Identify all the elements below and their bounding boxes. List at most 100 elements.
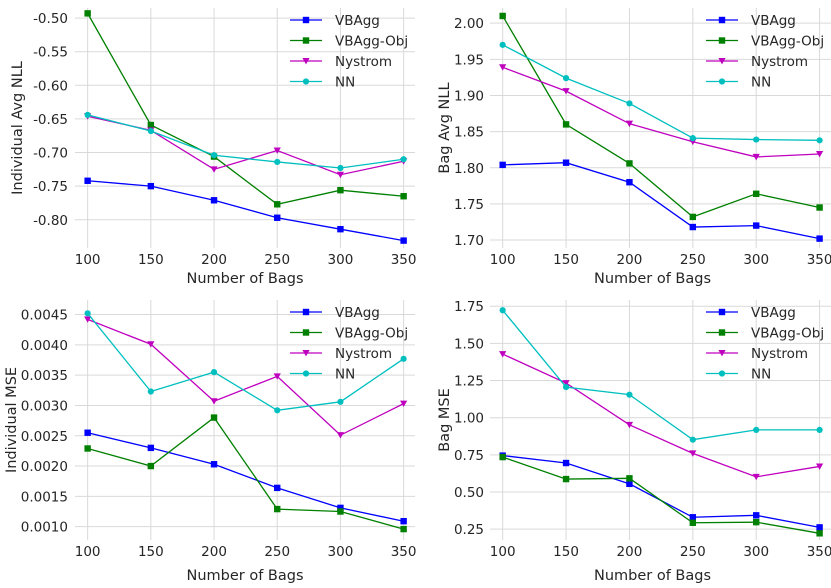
data-point [562,459,570,467]
legend: VBAgg VBAgg-Obj Nystrom NN [706,305,824,383]
data-point [147,462,155,470]
x-tick-label: 200 [201,252,227,268]
subplot-bag-mse: 100 150 200 250 300 350 1.75 1.50 1.25 1.00 0.75 0.… [437,299,831,584]
series-vbagg-obj [84,414,407,533]
legend-item-vbagg-obj: VBAgg-Obj [290,34,408,50]
x-tick-label: 100 [75,544,101,560]
gridlines [75,8,415,248]
data-point [274,484,281,492]
x-axis-label: Number of Bags [186,568,303,584]
data-point [84,316,92,323]
y-tick-label: 1.70 [454,233,484,249]
data-point [84,445,91,452]
y-tick-label: 1.95 [454,52,484,68]
y-tick-label: 1.75 [454,299,484,315]
x-tick-label: 100 [490,252,516,268]
legend-swatch-marker [302,16,310,24]
x-tick-label: 100 [490,544,516,560]
y-axis-label: Bag Avg NLL [437,82,453,173]
legend-swatch-marker [718,329,726,336]
data-point [337,164,344,172]
legend-label: VBAgg [751,305,796,321]
data-point [753,512,760,519]
legend-label: NN [751,75,771,91]
series-vbagg [499,159,823,242]
data-point [400,193,407,200]
legend-swatch-marker [718,370,726,377]
x-tick-label: 350 [807,252,831,268]
data-point [562,475,570,483]
y-tick-label: 1.75 [454,197,484,213]
series-line [502,456,820,534]
x-tick-label: 100 [75,252,101,268]
legend-label: VBAgg-Obj [335,326,408,342]
series-line [87,180,404,242]
data-point [753,222,760,229]
y-tick-label: -0.55 [33,45,68,61]
y-tick-label: 0.0015 [21,489,68,505]
data-point [336,171,345,179]
data-point [274,158,281,166]
data-point [274,214,281,221]
data-point [499,351,507,358]
series-nystrom [499,64,824,161]
y-tick-label: 1.00 [454,411,484,427]
legend-swatch-marker [718,16,726,24]
y-tick-label: -0.70 [33,146,68,162]
series-line [87,432,404,522]
x-tick-label: 250 [264,544,290,560]
x-tick-label: 250 [680,252,706,268]
y-tick-label: 0.0045 [21,308,68,324]
data-point [400,237,407,244]
data-point [147,388,154,395]
subplot-individual-avg-nll: 100 150 200 250 300 350 -0.50 -0.55 -0.60 -0.65 -0… [10,8,417,287]
x-tick-label: 300 [743,252,769,268]
data-point [273,373,281,380]
data-point [815,151,824,158]
data-point [274,201,281,208]
legend-item-nystrom: Nystrom [290,346,392,362]
series-line [502,44,820,141]
data-point [816,204,823,211]
data-point [626,100,633,107]
series-line [502,162,820,240]
data-point [499,453,506,461]
legend-swatch-marker [718,308,726,316]
data-point [626,160,633,167]
data-point [562,383,570,391]
data-point [626,480,633,488]
subplot-individual-mse: 100 150 200 250 300 350 0.0045 0.0040 0.0035 0.00… [4,300,417,584]
y-tick-label: 1.25 [454,374,484,390]
data-point [499,64,507,71]
data-point [84,310,91,317]
x-tick-label: 350 [391,544,417,560]
series-vbagg [84,429,407,525]
data-point [689,436,696,443]
x-axis-label: Number of Bags [594,568,711,584]
data-point [689,450,697,457]
legend-label: Nystrom [751,54,808,70]
series-line [502,309,820,441]
legend-item-nystrom: Nystrom [290,54,392,70]
data-point [626,475,633,482]
series-line [87,318,404,436]
legend-swatch-marker [302,58,310,65]
data-point [337,186,344,194]
data-point [147,121,155,129]
data-point [400,156,407,163]
legend-label: NN [335,367,355,383]
series-nystrom [499,351,824,481]
legend-label: VBAgg-Obj [751,34,824,50]
series-line [87,416,404,530]
data-point [210,152,218,159]
legend-item-nn: NN [290,75,355,91]
y-tick-label: 0.0010 [21,520,68,536]
x-tick-label: 150 [553,252,579,268]
x-tick-label: 300 [743,544,769,560]
data-point [689,519,697,526]
series-line [87,114,404,169]
data-point [400,355,407,362]
data-point [210,398,218,405]
data-point [337,508,344,515]
